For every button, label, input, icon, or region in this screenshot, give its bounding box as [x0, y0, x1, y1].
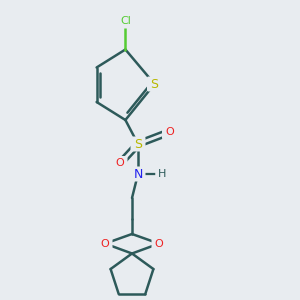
FancyBboxPatch shape	[113, 14, 137, 28]
FancyBboxPatch shape	[147, 76, 162, 92]
FancyBboxPatch shape	[98, 236, 112, 251]
FancyBboxPatch shape	[152, 236, 166, 251]
Text: O: O	[116, 158, 124, 169]
Text: N: N	[133, 167, 143, 181]
FancyBboxPatch shape	[162, 124, 177, 140]
Text: S: S	[151, 77, 158, 91]
Text: H: H	[158, 169, 166, 179]
Text: O: O	[100, 238, 109, 249]
Text: Cl: Cl	[120, 16, 131, 26]
FancyBboxPatch shape	[130, 167, 146, 182]
Text: S: S	[134, 137, 142, 151]
FancyBboxPatch shape	[112, 156, 128, 171]
Text: O: O	[154, 238, 164, 249]
Text: O: O	[165, 127, 174, 137]
FancyBboxPatch shape	[130, 136, 146, 152]
FancyBboxPatch shape	[155, 167, 169, 181]
